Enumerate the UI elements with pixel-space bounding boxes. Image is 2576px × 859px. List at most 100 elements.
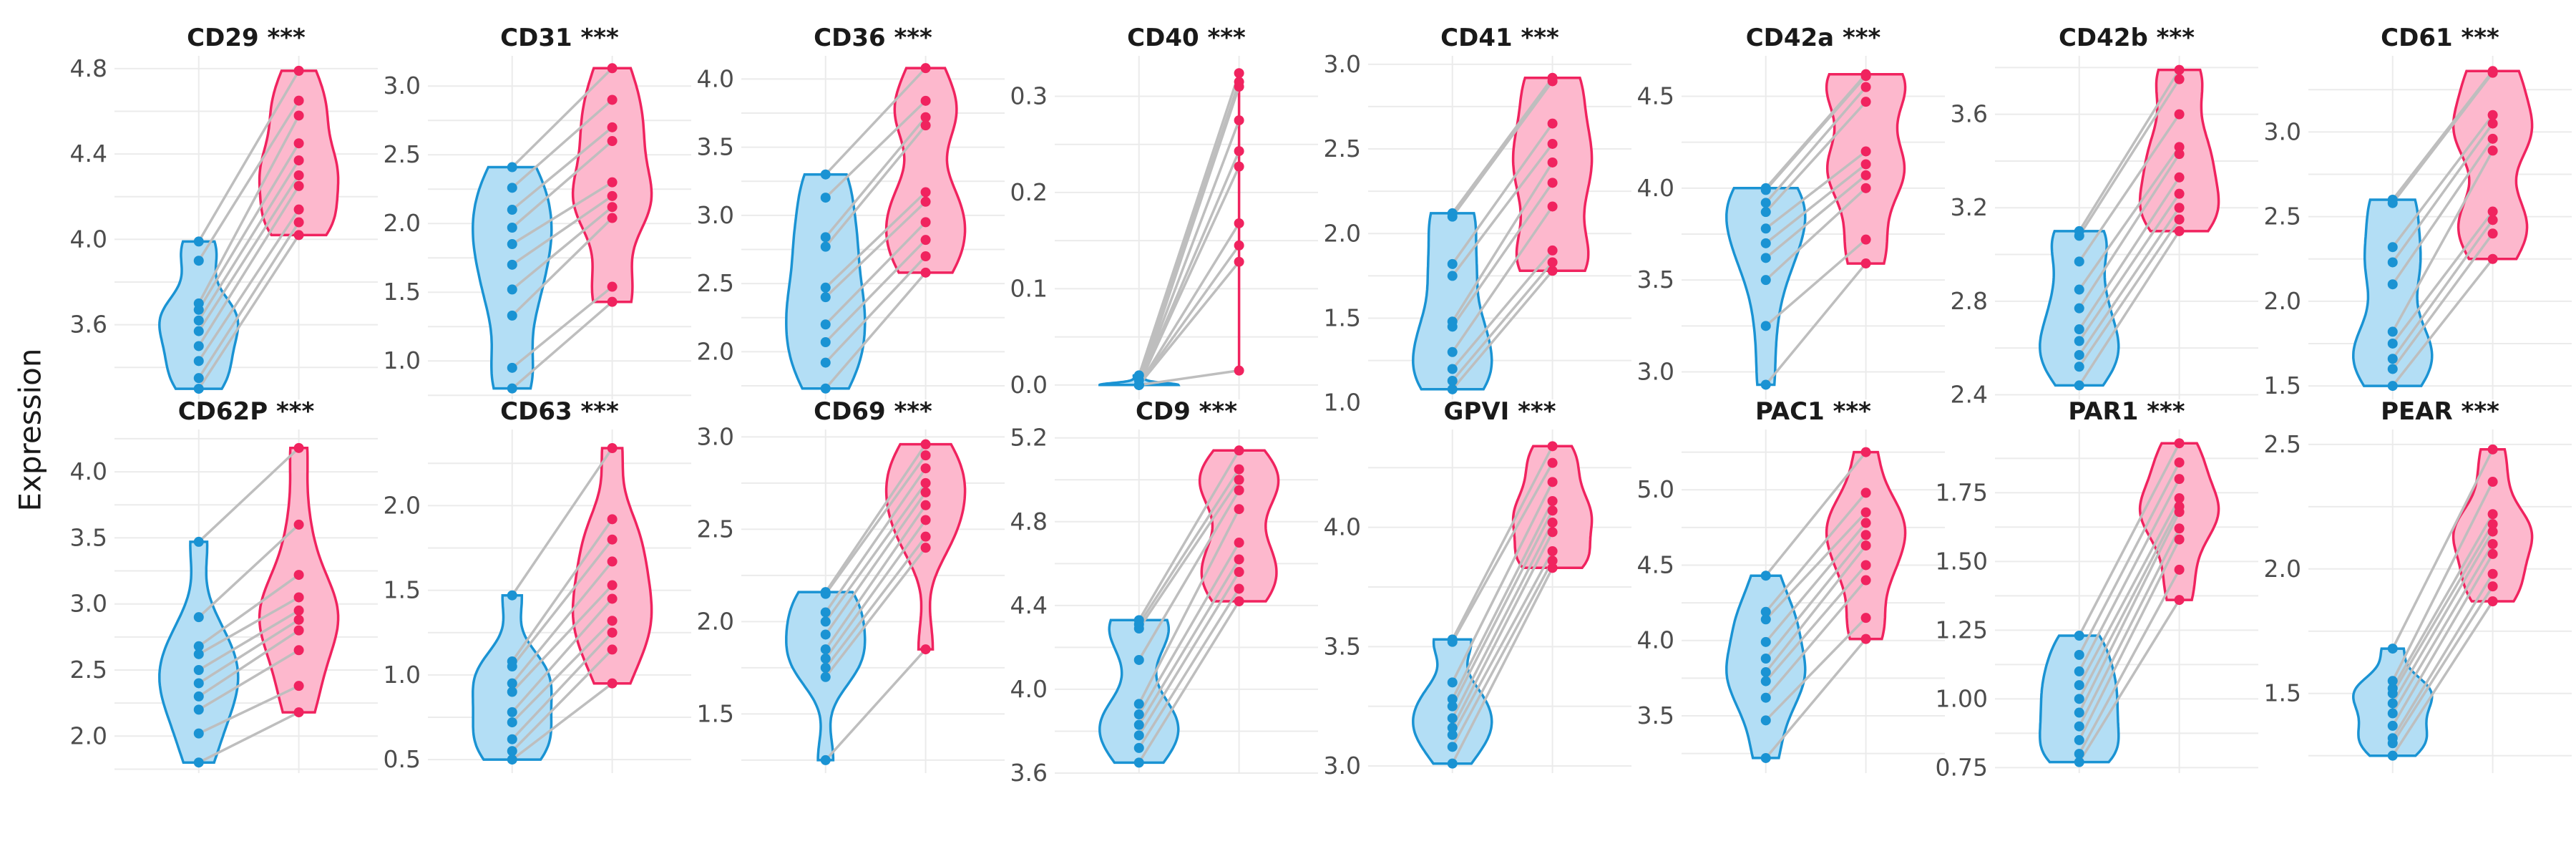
point-group1 xyxy=(507,205,517,215)
pair-line xyxy=(824,238,927,344)
point-group1 xyxy=(820,357,831,368)
point-group2 xyxy=(1860,258,1871,269)
pair-line xyxy=(197,234,301,390)
pair-line xyxy=(511,301,613,389)
pair-line xyxy=(1451,531,1554,729)
pair-line xyxy=(197,447,300,543)
point-group1 xyxy=(820,232,831,243)
pair-line xyxy=(2391,210,2494,345)
point-group1 xyxy=(507,259,517,270)
y-tick-label: 1.5 xyxy=(384,576,421,604)
pair-line xyxy=(1765,163,1867,245)
point-group2 xyxy=(920,543,931,553)
violin-group2 xyxy=(1511,76,1594,273)
pair-line xyxy=(2078,569,2181,754)
point-group2 xyxy=(607,202,618,213)
point-group1 xyxy=(820,629,831,640)
pair-line xyxy=(2391,150,2494,333)
pair-line xyxy=(1765,534,1867,660)
pair-line xyxy=(197,208,301,362)
point-group2 xyxy=(920,267,931,278)
pair-line xyxy=(2078,528,2181,727)
pair-line xyxy=(197,100,301,262)
pair-line xyxy=(824,535,927,669)
point-group1 xyxy=(2387,698,2398,709)
point-group2 xyxy=(1547,178,1558,188)
pair-line xyxy=(197,629,300,698)
pair-line xyxy=(2078,230,2181,387)
pair-line xyxy=(1138,120,1241,386)
point-group1 xyxy=(2387,364,2398,374)
point-group2 xyxy=(293,230,304,241)
point-group2 xyxy=(607,122,618,132)
y-tick-label: 4.0 xyxy=(70,457,107,485)
point-group1 xyxy=(1760,253,1771,263)
point-group1 xyxy=(1133,615,1144,626)
pair-line xyxy=(1451,162,1554,323)
y-tick-label: 2.0 xyxy=(697,337,734,365)
pair-line xyxy=(1451,500,1554,700)
panel-title: PAC1 *** xyxy=(1755,397,1871,426)
y-tick-label: 2.0 xyxy=(70,722,107,749)
pair-line xyxy=(511,619,613,724)
point-group1 xyxy=(193,704,204,715)
point-group1 xyxy=(193,236,204,247)
point-group2 xyxy=(920,439,931,450)
point-group1 xyxy=(2387,194,2398,205)
pair-line xyxy=(1765,579,1867,699)
point-group1 xyxy=(2074,721,2084,732)
point-group2 xyxy=(2487,110,2498,120)
point-group1 xyxy=(1760,715,1771,726)
pair-line xyxy=(1138,223,1241,386)
pair-line xyxy=(1451,462,1554,643)
point-group2 xyxy=(2487,133,2498,144)
point-group2 xyxy=(1860,634,1871,644)
pair-line xyxy=(2391,543,2494,714)
point-group1 xyxy=(2074,757,2084,767)
pair-line xyxy=(1765,522,1867,643)
point-group1 xyxy=(193,641,204,651)
point-group2 xyxy=(2487,253,2498,264)
panel-cd42b: CD42b *** 2.4 2.8 3.2 3.6 xyxy=(1951,24,2258,408)
point-group1 xyxy=(193,356,204,367)
point-group2 xyxy=(920,95,931,106)
point-group2 xyxy=(293,570,304,581)
point-group2 xyxy=(1860,613,1871,623)
point-group1 xyxy=(2074,649,2084,660)
pair-line xyxy=(824,482,927,623)
point-group2 xyxy=(1547,505,1558,516)
point-group2 xyxy=(2487,228,2498,239)
pair-line xyxy=(1138,558,1241,726)
panel-cd36: CD36 *** 2.0 2.5 3.0 3.5 4.0 xyxy=(697,24,1005,399)
y-tick-label: 3.5 xyxy=(1324,632,1361,660)
point-group1 xyxy=(1760,321,1771,331)
point-group2 xyxy=(920,187,931,198)
point-group1 xyxy=(1447,208,1458,218)
point-group2 xyxy=(1234,583,1244,594)
point-group2 xyxy=(1234,68,1244,79)
pair-line xyxy=(1138,542,1241,715)
point-group1 xyxy=(820,193,831,203)
point-group2 xyxy=(2174,595,2185,606)
point-group2 xyxy=(2174,534,2185,545)
pair-line xyxy=(1138,86,1241,386)
point-group1 xyxy=(507,746,517,757)
pair-line xyxy=(2078,153,2181,309)
pair-line xyxy=(824,443,927,593)
point-group2 xyxy=(293,95,304,106)
point-group2 xyxy=(1234,161,1244,172)
point-group2 xyxy=(1860,518,1871,528)
point-group1 xyxy=(2387,644,2398,654)
y-tick-label: 3.5 xyxy=(70,523,107,551)
pair-line xyxy=(511,631,613,740)
point-group2 xyxy=(293,707,304,718)
pair-line xyxy=(824,519,927,660)
point-group2 xyxy=(2174,214,2185,225)
pair-line xyxy=(1451,445,1554,641)
point-group2 xyxy=(607,593,618,604)
pair-line xyxy=(1138,468,1241,626)
y-tick-label: 4.0 xyxy=(1637,174,1674,202)
y-tick-label: 4.5 xyxy=(1637,550,1674,578)
pair-line xyxy=(1451,510,1554,707)
point-group1 xyxy=(2387,354,2398,364)
